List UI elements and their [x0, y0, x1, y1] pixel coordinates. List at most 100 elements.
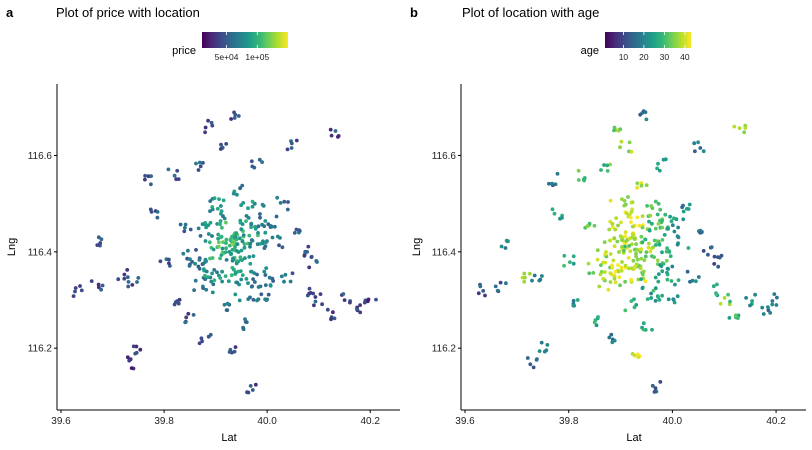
- y-ticks: 116.2 116.4 116.6: [432, 151, 461, 355]
- scatter-point: [333, 129, 338, 133]
- scatter-point: [478, 284, 483, 289]
- scatter-point: [534, 358, 539, 362]
- scatter-point: [285, 147, 290, 152]
- scatter-point: [649, 291, 653, 296]
- scatter-point: [250, 204, 255, 209]
- scatter-point: [215, 206, 220, 211]
- scatter-point: [622, 199, 627, 203]
- scatter-point: [220, 269, 225, 274]
- scatter-point: [623, 244, 627, 249]
- scatter-point: [634, 254, 638, 259]
- scatter-point: [209, 279, 214, 284]
- scatter-point: [715, 282, 719, 287]
- y-tick-label: 116.2: [432, 344, 457, 355]
- scatter-point: [100, 283, 105, 288]
- scatter-point: [750, 299, 754, 303]
- scatter-point: [665, 266, 670, 271]
- y-tick-label: 116.2: [28, 344, 53, 355]
- scatter-point: [188, 227, 193, 232]
- scatter-point: [289, 146, 294, 150]
- scatter-point: [307, 265, 312, 270]
- scatter-point: [657, 242, 662, 247]
- scatter-point: [625, 211, 629, 216]
- scatter-point: [297, 229, 302, 233]
- scatter-point: [499, 244, 504, 249]
- scatter-point: [498, 280, 503, 285]
- scatter-point: [242, 242, 247, 247]
- scatter-point: [711, 284, 716, 289]
- scatter-point: [672, 216, 676, 221]
- scatter-point: [208, 220, 213, 225]
- scatter-point: [483, 293, 487, 298]
- scatter-point: [275, 234, 280, 239]
- scatter-point: [143, 173, 148, 178]
- scatter-point: [665, 246, 669, 251]
- scatter-point: [670, 223, 675, 228]
- scatter-point: [224, 142, 229, 146]
- scatter-point: [503, 246, 508, 250]
- scatter-point: [236, 269, 241, 274]
- scatter-point: [248, 241, 253, 246]
- scatter-point: [576, 178, 581, 182]
- scatter-point: [224, 258, 229, 262]
- scatter-point: [586, 261, 591, 266]
- scatter-point: [571, 254, 576, 259]
- scatter-point: [629, 149, 634, 154]
- scatter-point: [693, 149, 697, 154]
- scatter-point: [306, 244, 311, 249]
- scatter-point: [653, 199, 658, 204]
- scatter-point: [250, 199, 255, 204]
- scatter-point: [622, 203, 627, 208]
- scatter-point: [643, 254, 648, 259]
- scatter-point: [247, 255, 252, 259]
- scatter-point: [233, 234, 238, 239]
- scatter-point: [292, 231, 297, 235]
- scatter-point: [208, 332, 213, 337]
- legend-tick-label: 5e+04: [215, 52, 239, 62]
- scatter-point: [249, 225, 254, 230]
- legend-ticks-age: 10 20 30 40: [619, 32, 690, 62]
- scatter-point: [210, 205, 215, 209]
- scatter-point: [275, 195, 280, 200]
- scatter-point: [637, 223, 642, 228]
- scatter-point: [215, 270, 219, 275]
- scatter-point: [653, 243, 658, 247]
- scatter-point: [651, 245, 655, 250]
- scatter-point: [257, 157, 262, 162]
- scatter-point: [642, 269, 646, 274]
- scatter-point: [234, 231, 239, 235]
- scatter-point: [190, 259, 195, 264]
- scatter-point: [495, 288, 500, 293]
- scatter-point: [615, 239, 620, 244]
- scatter-point: [547, 181, 551, 186]
- scatter-point: [184, 315, 189, 320]
- scatter-point: [193, 278, 198, 283]
- scatter-point: [247, 233, 252, 238]
- x-tick-label: 39.8: [559, 416, 579, 427]
- scatter-point: [224, 246, 229, 251]
- scatter-point: [727, 316, 732, 320]
- scatter-point: [601, 260, 606, 265]
- scatter-point: [616, 269, 621, 274]
- scatter-point: [701, 249, 706, 253]
- scatter-point: [129, 366, 134, 370]
- scatter-point: [644, 250, 649, 255]
- scatter-point: [687, 202, 692, 207]
- scatter-point: [222, 302, 227, 307]
- scatter-point: [649, 204, 654, 208]
- scatter-point: [664, 258, 669, 263]
- panel-title-b: Plot of location with age: [462, 5, 599, 20]
- scatter-point: [224, 241, 228, 246]
- scatter-point: [167, 257, 171, 262]
- scatter-point: [493, 284, 498, 289]
- scatter-point: [613, 280, 618, 285]
- scatter-point: [718, 301, 723, 306]
- scatter-point: [656, 201, 661, 206]
- scatter-point: [645, 297, 650, 301]
- scatter-point: [99, 287, 103, 292]
- scatter-point: [374, 297, 378, 302]
- scatter-point: [615, 128, 619, 133]
- scatter-point: [241, 325, 246, 330]
- scatter-point: [183, 320, 188, 325]
- scatter-point: [229, 251, 234, 256]
